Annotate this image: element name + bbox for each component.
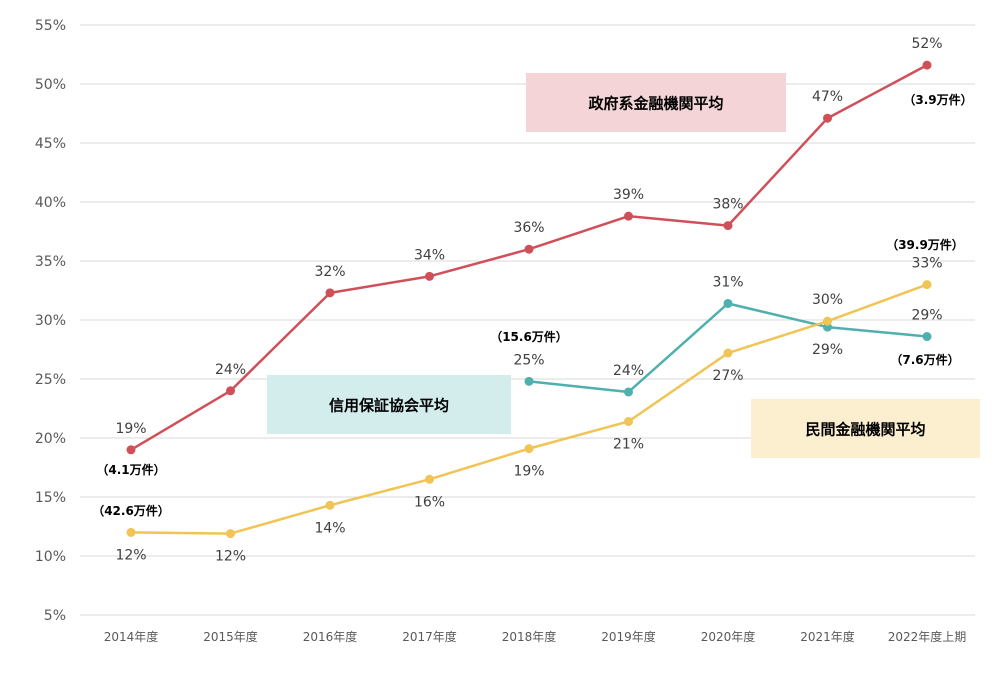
data-label: 29% — [812, 342, 843, 358]
series-lines — [126, 60, 932, 539]
data-point — [624, 416, 633, 426]
y-tick-label: 50% — [35, 77, 66, 93]
data-label: 25% — [513, 352, 544, 368]
data-point — [922, 332, 932, 342]
data-point — [524, 244, 534, 254]
data-point — [723, 221, 733, 231]
data-label: 52% — [911, 36, 942, 52]
data-label: 24% — [215, 362, 246, 378]
x-tick-label: 2020年度 — [701, 629, 756, 644]
series-name-box — [751, 399, 980, 458]
x-tick-label: 2021年度 — [800, 629, 855, 644]
data-label: 27% — [712, 368, 743, 384]
x-tick-label: 2018年度 — [502, 629, 557, 644]
series-name: 民間金融機関平均 — [805, 421, 925, 439]
y-tick-label: 35% — [35, 254, 66, 270]
y-tick-label: 45% — [35, 136, 66, 152]
data-point — [226, 529, 235, 539]
axes: 5% 10% 15% 20% 25% 30% 35% 40% 45% 50% 55% 2014年度 20… — [35, 18, 966, 644]
data-label: 39% — [613, 187, 644, 203]
data-label: 16% — [414, 494, 445, 510]
data-label: 19% — [115, 421, 146, 437]
data-point — [126, 527, 136, 537]
count-note: （15.6万件） — [490, 329, 568, 344]
data-point — [723, 298, 733, 308]
data-label: 31% — [712, 274, 743, 290]
data-point — [823, 316, 832, 326]
y-tick-label: 5% — [44, 608, 66, 624]
y-tick-label: 10% — [35, 549, 66, 565]
data-point — [126, 445, 136, 455]
data-point — [425, 271, 434, 281]
data-label: 33% — [911, 256, 942, 272]
series-name-box — [526, 73, 786, 132]
data-point — [524, 444, 534, 454]
x-tick-label: 2015年度 — [203, 629, 258, 644]
data-point — [524, 376, 534, 386]
count-note: （7.6万件） — [890, 352, 959, 367]
count-note: （3.9万件） — [903, 92, 972, 107]
y-tick-label: 30% — [35, 313, 66, 329]
series-name-box — [267, 375, 511, 434]
data-label: 12% — [115, 547, 146, 563]
y-tick-label: 15% — [35, 490, 66, 506]
data-label: 12% — [215, 549, 246, 565]
y-tick-label: 40% — [35, 195, 66, 211]
y-tick-label: 55% — [35, 18, 66, 34]
data-label: 14% — [314, 520, 345, 536]
data-point — [325, 288, 335, 298]
data-point — [624, 211, 633, 221]
series-name: 政府系金融機関平均 — [588, 95, 723, 113]
x-tick-label: 2017年度 — [402, 629, 457, 644]
data-label: 38% — [712, 197, 743, 213]
data-point — [922, 280, 932, 290]
data-point — [922, 60, 932, 70]
series-name: 信用保証協会平均 — [329, 397, 449, 415]
data-point — [723, 348, 733, 358]
data-point — [226, 386, 235, 396]
data-label: 21% — [613, 436, 644, 452]
count-note: （4.1万件） — [96, 462, 165, 477]
data-label: 47% — [812, 89, 843, 105]
count-note: （42.6万件） — [92, 503, 170, 518]
x-tick-label: 2016年度 — [303, 629, 358, 644]
data-labels: 19% 24% 32% 34% 36% 39% 38% 47% 52% 25% 24% 31% 29% 2… — [92, 36, 972, 564]
count-note: （39.9万件） — [886, 237, 964, 252]
data-point — [823, 113, 832, 123]
data-label: 34% — [414, 247, 445, 263]
data-label: 30% — [812, 292, 843, 308]
data-label: 32% — [314, 264, 345, 280]
data-label: 29% — [911, 308, 942, 324]
data-label: 19% — [513, 464, 544, 480]
data-point — [325, 500, 335, 510]
x-tick-label: 2022年度上期 — [888, 629, 967, 644]
y-tick-label: 25% — [35, 372, 66, 388]
data-label: 24% — [613, 363, 644, 379]
data-point — [425, 474, 434, 484]
y-tick-label: 20% — [35, 431, 66, 447]
data-label: 36% — [513, 220, 544, 236]
x-tick-label: 2019年度 — [601, 629, 656, 644]
x-tick-label: 2014年度 — [104, 629, 159, 644]
data-point — [624, 387, 633, 397]
